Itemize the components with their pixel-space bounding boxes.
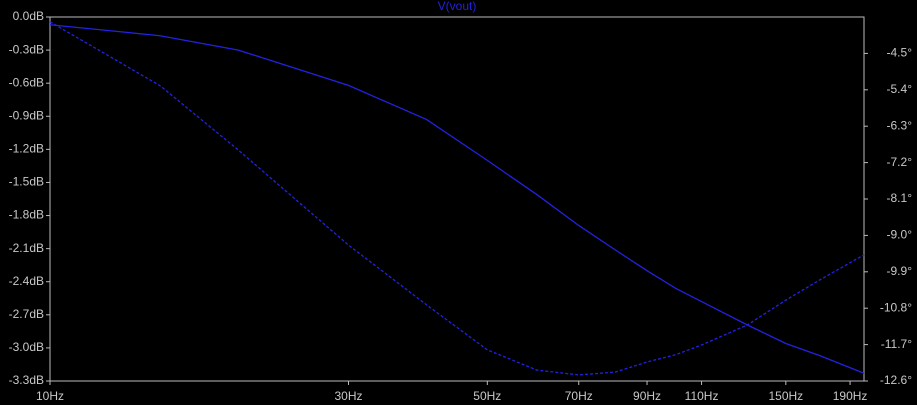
y-tick-label: -1.5dB — [9, 175, 44, 189]
x-tick-label: 90Hz — [633, 389, 661, 403]
y-tick-label: -2.4dB — [9, 274, 44, 288]
y-tick-label: -3.0dB — [9, 340, 44, 354]
x-tick-label: 50Hz — [473, 389, 501, 403]
y2-tick-label: -4.5° — [887, 46, 913, 60]
y2-tick-label: -6.3° — [887, 118, 913, 132]
x-tick-label: 10Hz — [36, 389, 64, 403]
y-tick-label: -0.6dB — [9, 75, 44, 89]
plot-frame — [49, 16, 865, 382]
x-tick-label: 30Hz — [335, 389, 363, 403]
y-tick-label: -2.1dB — [9, 241, 44, 255]
y-tick-label: -0.3dB — [9, 42, 44, 56]
y2-tick-label: -5.4° — [887, 82, 913, 96]
phase-line — [49, 21, 865, 376]
x-tick-label: 110Hz — [685, 389, 719, 403]
chart-title: V(vout) — [438, 0, 477, 13]
y2-tick-label: -9.0° — [887, 228, 913, 242]
y-tick-label: -0.9dB — [9, 108, 44, 122]
y-tick-label: 0.0dB — [13, 9, 44, 23]
magnitude-line — [49, 24, 865, 374]
y2-tick-label: -7.2° — [887, 155, 913, 169]
y2-tick-label: -11.7° — [881, 337, 912, 351]
x-tick-label: 150Hz — [768, 389, 803, 403]
y-tick-label: -3.3dB — [9, 373, 44, 387]
y-tick-label: -2.7dB — [9, 307, 44, 321]
x-tick-label: 190Hz — [833, 389, 868, 403]
y2-tick-label: -9.9° — [887, 264, 913, 278]
y-tick-label: -1.2dB — [9, 142, 44, 156]
y2-tick-label: -8.1° — [887, 191, 913, 205]
y-tick-label: -1.8dB — [9, 208, 44, 222]
y2-tick-label: -10.8° — [880, 300, 912, 314]
x-tick-label: 70Hz — [565, 389, 593, 403]
y2-tick-label: -12.6° — [880, 373, 912, 387]
